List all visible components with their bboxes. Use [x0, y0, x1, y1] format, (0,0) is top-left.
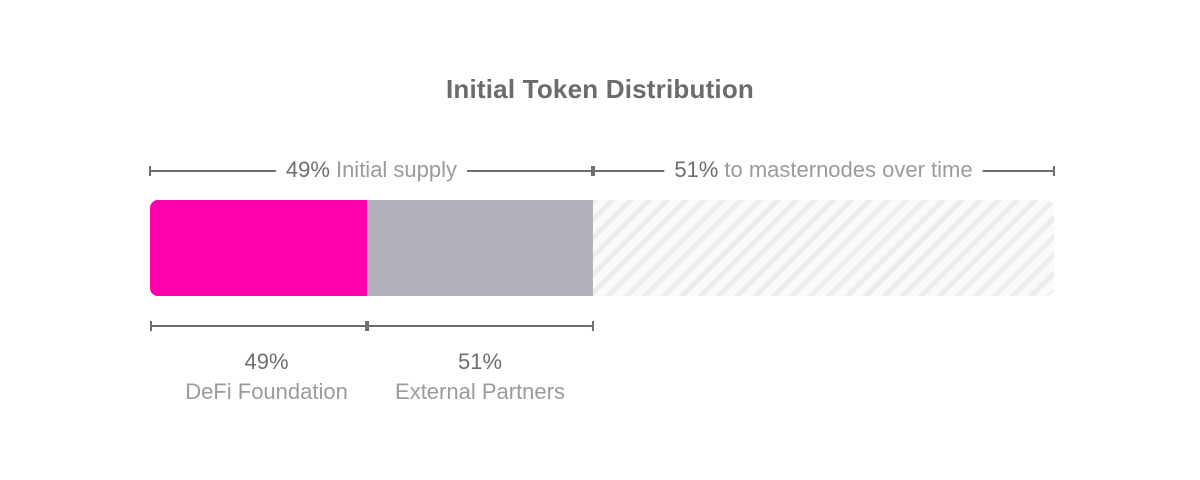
top-bracket-initial-supply: 49% Initial supply	[149, 157, 593, 182]
masternodes-label: 51% to masternodes over time	[674, 157, 972, 182]
top-bracket-masternodes: 51% to masternodes over time	[592, 157, 1055, 182]
masternodes-percent: 51%	[674, 157, 718, 182]
initial-supply-label: 49% Initial supply	[286, 157, 457, 182]
chart-title: Initial Token Distribution	[445, 74, 755, 104]
bottom-bracket	[150, 321, 594, 331]
external-partners-label: External Partners	[395, 379, 565, 404]
stacked-bar	[150, 200, 1054, 296]
defi-foundation-label: DeFi Foundation	[185, 379, 348, 404]
initial-supply-text: Initial supply	[336, 157, 457, 182]
external-partners-percent: 51%	[458, 349, 502, 374]
bar-segment-defi-foundation	[150, 200, 368, 296]
initial-supply-percent: 49%	[286, 157, 330, 182]
defi-foundation-percent: 49%	[245, 349, 289, 374]
bar-segment-external-partners	[367, 200, 593, 296]
masternodes-text: to masternodes over time	[724, 157, 972, 182]
